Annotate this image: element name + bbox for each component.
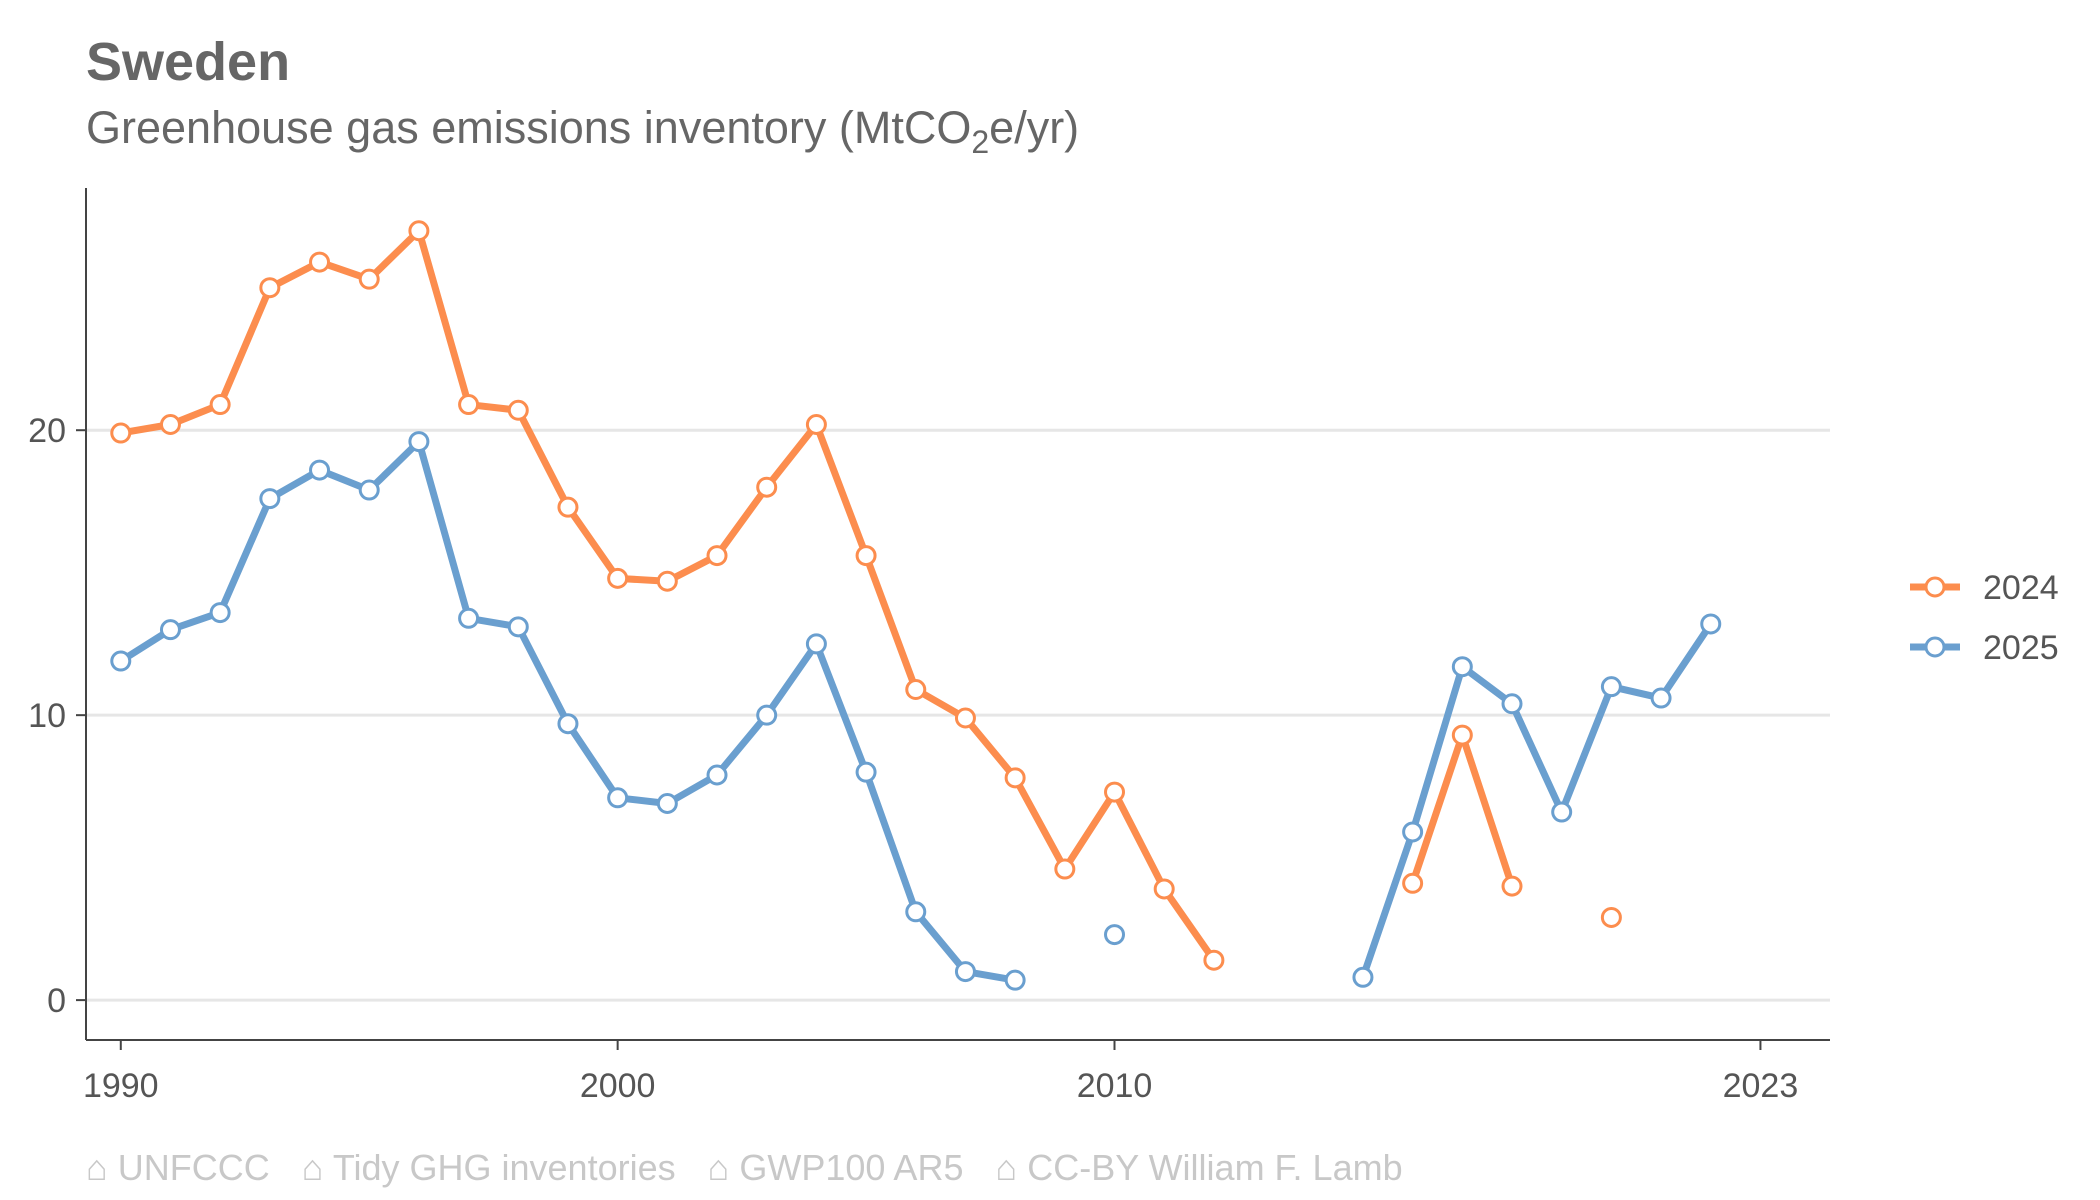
data-point <box>110 650 132 672</box>
data-point <box>557 496 579 518</box>
series-2024 <box>110 220 1622 971</box>
data-point <box>656 792 678 814</box>
data-point <box>1352 966 1374 988</box>
data-point <box>159 414 181 436</box>
legend-label: 2024 <box>1983 569 2059 607</box>
data-point <box>358 479 380 501</box>
data-point <box>309 251 331 273</box>
footer-item: ⌂ CC-BY William F. Lamb <box>995 1147 1402 1188</box>
legend-item-2024: 2024 <box>1910 569 2059 607</box>
data-point <box>259 488 281 510</box>
series-line-2024 <box>117 227 1218 964</box>
data-point <box>1153 878 1175 900</box>
legend-label: 2025 <box>1983 629 2059 667</box>
legend-swatch-marker <box>1924 636 1946 658</box>
data-point <box>706 764 728 786</box>
data-point <box>805 633 827 655</box>
data-point <box>1600 676 1622 698</box>
axes: 0 10 20 1990 2000 2010 2023 <box>28 188 1830 1105</box>
data-point <box>954 707 976 729</box>
subtitle-main: Greenhouse gas emissions inventory (MtCO <box>86 102 971 153</box>
footer-item: ⌂ UNFCCC <box>86 1147 270 1188</box>
chart-subtitle: Greenhouse gas emissions inventory (MtCO… <box>86 102 1079 160</box>
data-point <box>1501 875 1523 897</box>
data-point <box>1104 781 1126 803</box>
data-point <box>507 616 529 638</box>
data-point <box>1650 687 1672 709</box>
data-point <box>1054 858 1076 880</box>
data-point <box>458 607 480 629</box>
data-point <box>507 399 529 421</box>
data-point <box>1600 906 1622 928</box>
data-point <box>1402 872 1424 894</box>
x-tick-label: 1990 <box>83 1067 159 1105</box>
data-point <box>607 567 629 589</box>
series-2025 <box>110 431 1722 991</box>
data-point <box>1551 801 1573 823</box>
data-point <box>805 414 827 436</box>
data-point <box>408 220 430 242</box>
chart-title: Sweden <box>86 32 290 92</box>
data-point <box>1402 821 1424 843</box>
data-point <box>656 570 678 592</box>
data-point <box>1451 656 1473 678</box>
series-layer <box>110 220 1722 991</box>
data-point <box>358 268 380 290</box>
data-point <box>110 422 132 444</box>
y-tick-label: 20 <box>28 412 66 450</box>
x-tick-label: 2023 <box>1723 1067 1799 1105</box>
data-point <box>209 602 231 624</box>
y-tick-label: 10 <box>28 697 66 735</box>
data-point <box>557 713 579 735</box>
data-point <box>855 761 877 783</box>
footer-item: ⌂ GWP100 AR5 <box>708 1147 964 1188</box>
data-point <box>408 431 430 453</box>
data-point <box>1104 924 1126 946</box>
x-tick-label: 2000 <box>580 1067 656 1105</box>
series-line-2025 <box>1359 620 1715 981</box>
data-point <box>954 961 976 983</box>
data-point <box>706 545 728 567</box>
data-point <box>1203 949 1225 971</box>
subtitle-end: e/yr) <box>989 102 1079 153</box>
data-point <box>1004 969 1026 991</box>
legend: 2024 2025 <box>1910 569 2059 667</box>
data-point <box>1004 767 1026 789</box>
data-point <box>458 394 480 416</box>
x-tick-label: 2010 <box>1077 1067 1153 1105</box>
data-point <box>1700 613 1722 635</box>
data-point <box>607 787 629 809</box>
subtitle-subscript: 2 <box>971 124 989 160</box>
data-point <box>756 704 778 726</box>
legend-item-2025: 2025 <box>1910 629 2059 667</box>
data-point <box>259 277 281 299</box>
data-point <box>1451 724 1473 746</box>
legend-swatch-marker <box>1924 576 1946 598</box>
data-point <box>905 901 927 923</box>
y-tick-label: 0 <box>47 982 66 1020</box>
source-footer: ⌂ UNFCCC ⌂ Tidy GHG inventories ⌂ GWP100 A… <box>86 1147 1403 1188</box>
series-line-2024 <box>1409 731 1516 890</box>
footer-item: ⌂ Tidy GHG inventories <box>302 1147 676 1188</box>
data-point <box>309 459 331 481</box>
data-point <box>855 545 877 567</box>
data-point <box>756 476 778 498</box>
series-line-2025 <box>117 438 1019 984</box>
data-point <box>1501 693 1523 715</box>
data-point <box>209 394 231 416</box>
data-point <box>159 619 181 641</box>
data-point <box>905 679 927 701</box>
